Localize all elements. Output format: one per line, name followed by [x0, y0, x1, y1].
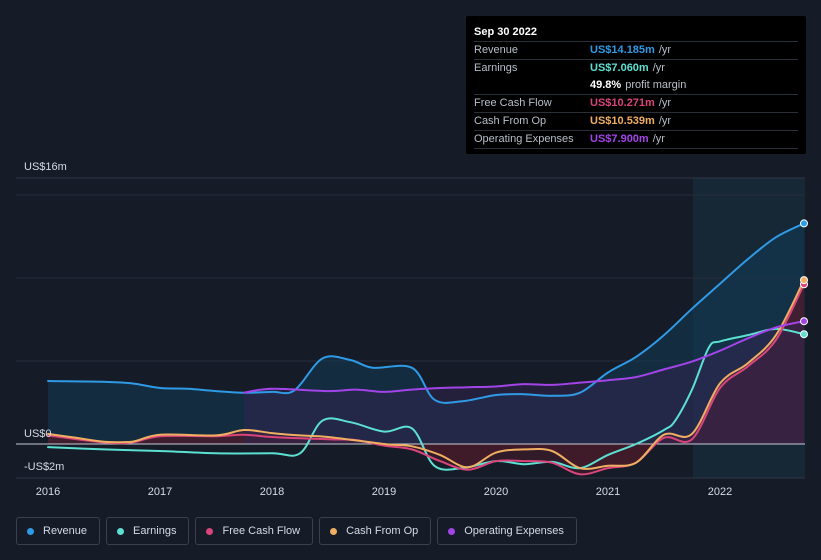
y-label-bottom: -US$2m — [24, 461, 64, 473]
x-tick-label: 2021 — [596, 486, 620, 498]
earnings-line — [47, 327, 805, 471]
tooltip-unit: /yr — [658, 44, 672, 56]
legend-dot-icon — [27, 527, 34, 535]
x-tick-label: 2022 — [708, 486, 732, 498]
cash-from-op-end-point — [800, 276, 808, 285]
tooltip-label: Free Cash Flow — [474, 97, 552, 109]
legend-dot-icon — [448, 527, 456, 535]
tooltip-label: Cash From Op — [474, 115, 547, 127]
legend-dot-icon — [206, 527, 214, 535]
tooltip-panel: Sep 30 2022 Revenue US$14.185m /yr Earni… — [466, 16, 806, 154]
tooltip-row-operating-expenses: Operating Expenses US$7.900m /yr — [474, 131, 798, 149]
x-axis-ticks: 2016 2017 2018 2019 2020 2021 2022 — [36, 486, 732, 498]
legend-label: Operating Expenses — [464, 525, 564, 537]
tooltip-label: Operating Expenses — [474, 133, 574, 145]
x-tick-label: 2016 — [36, 486, 60, 498]
y-label-zero: US$0 — [24, 428, 52, 440]
operating-expenses-line — [243, 320, 805, 394]
operating-expenses-area — [244, 321, 804, 444]
legend: Revenue Earnings Free Cash Flow Cash Fro… — [16, 517, 577, 545]
tooltip-unit: /yr — [652, 62, 665, 74]
legend-label: Earnings — [133, 525, 177, 537]
series-lines — [47, 222, 805, 476]
operating-expenses-end-point — [800, 317, 808, 326]
series-end-dots — [800, 219, 808, 339]
x-tick-label: 2018 — [260, 486, 284, 498]
legend-label: Free Cash Flow — [222, 525, 301, 537]
x-tick-label: 2019 — [372, 486, 396, 498]
tooltip-label — [474, 77, 590, 94]
x-tick-label: 2017 — [148, 486, 172, 498]
legend-label: Revenue — [43, 525, 88, 537]
legend-item-free-cash-flow[interactable]: Free Cash Flow — [195, 517, 314, 545]
tooltip-unit: /yr — [658, 97, 672, 109]
legend-label: Cash From Op — [346, 525, 419, 537]
legend-dot-icon — [330, 527, 338, 535]
tooltip-value: US$14.185m — [590, 44, 655, 56]
x-tick-label: 2020 — [484, 486, 508, 498]
tooltip-value: 49.8% — [590, 79, 622, 91]
tooltip-row-profit-margin: 49.8% profit margin — [474, 77, 798, 95]
tooltip-row-earnings: Earnings US$7.060m /yr — [474, 60, 798, 77]
tooltip-row-revenue: Revenue US$14.185m /yr — [474, 42, 798, 60]
tooltip-unit: profit margin — [625, 79, 687, 91]
tooltip-value: US$7.060m — [590, 62, 649, 74]
revenue-line — [47, 222, 805, 404]
series-fills — [48, 223, 804, 475]
tooltip-label: Earnings — [474, 62, 518, 74]
legend-item-revenue[interactable]: Revenue — [16, 517, 101, 545]
tooltip-value: US$10.539m — [590, 115, 655, 127]
earnings-end-point — [800, 330, 808, 339]
tooltip-value: US$7.900m — [590, 133, 649, 145]
legend-item-cash-from-op[interactable]: Cash From Op — [319, 517, 432, 545]
tooltip-date: Sep 30 2022 — [474, 24, 798, 42]
tooltip-label: Revenue — [474, 44, 519, 56]
tooltip-row-free-cash-flow: Free Cash Flow US$10.271m /yr — [474, 95, 798, 113]
legend-dot-icon — [117, 527, 125, 535]
revenue-end-point — [800, 219, 808, 228]
cash-from-op-line — [47, 279, 805, 470]
tooltip-value: US$10.271m — [590, 97, 655, 109]
legend-item-operating-expenses[interactable]: Operating Expenses — [437, 517, 577, 545]
tooltip-unit: /yr — [652, 133, 665, 145]
y-label-top: US$16m — [24, 161, 67, 173]
tooltip-unit: /yr — [658, 115, 672, 127]
legend-item-earnings[interactable]: Earnings — [106, 517, 190, 545]
tooltip-row-cash-from-op: Cash From Op US$10.539m /yr — [474, 113, 798, 131]
